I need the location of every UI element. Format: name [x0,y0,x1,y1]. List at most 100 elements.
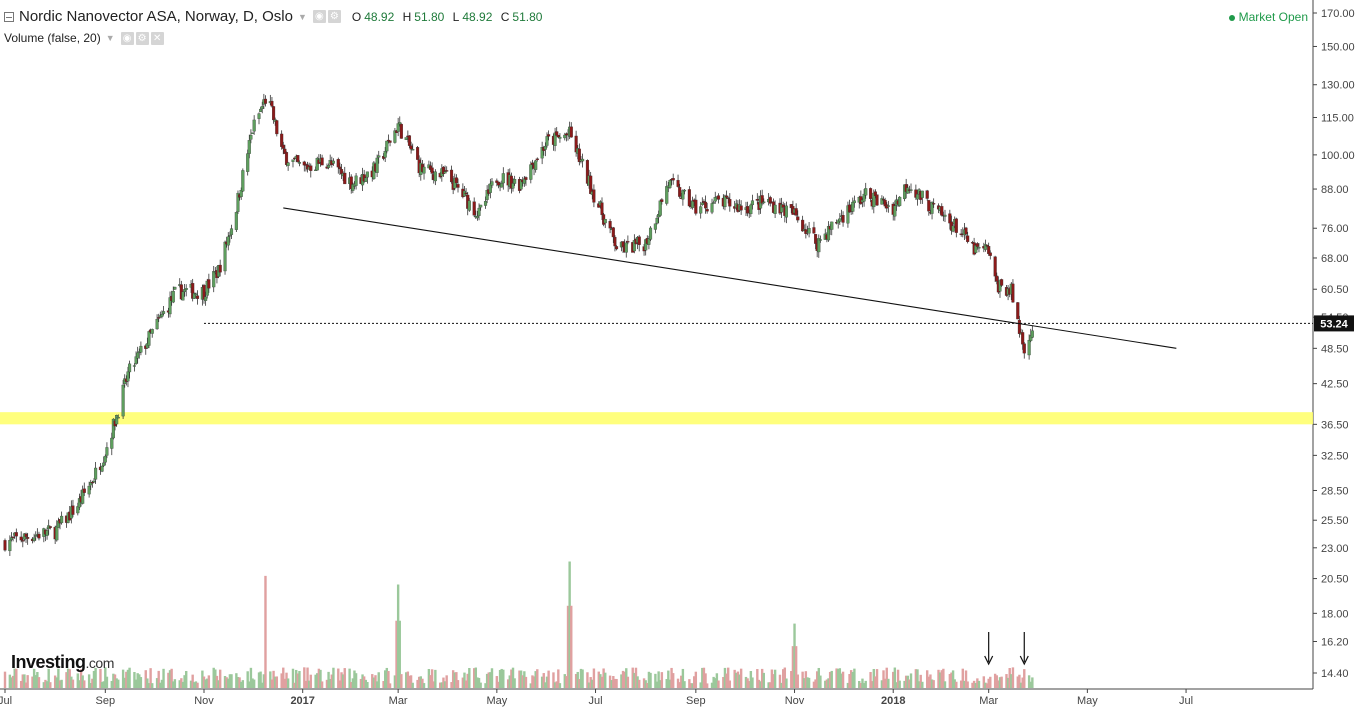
down-arrow-icon [1019,632,1029,666]
candle-body [422,166,426,174]
volume-bar [681,668,685,688]
volume-bar [506,679,510,688]
volume-bar [714,678,717,688]
volume-bar [959,680,963,688]
candle-body [454,177,458,184]
volume-bar [769,682,772,688]
volume-bar [1018,674,1021,688]
volume-bar [227,678,230,688]
volume-bar [489,672,492,688]
volume-bar [717,680,720,688]
volume-bar [121,669,125,688]
y-tick-label: 100.00 [1321,150,1355,162]
volume-dropdown-caret-icon[interactable]: ▼ [105,33,115,43]
volume-bar [613,678,617,688]
volume-bar [555,681,558,688]
candle-body [286,162,290,166]
candle-body [700,202,704,205]
volume-bar [272,670,275,688]
volume-bar [123,677,126,688]
volume-bar [565,676,568,688]
volume-bar [139,677,143,688]
candle-body [975,243,979,247]
volume-bar [511,667,515,688]
candle-body [755,199,759,201]
volume-bar [160,679,164,688]
volume-bar [1016,676,1019,688]
volume-bar [270,679,274,688]
candle-body [655,217,659,224]
volume-bar [99,668,102,688]
candle-body [995,275,999,282]
volume-bar [193,682,196,688]
volume-bar [319,669,322,688]
volume-bar [303,667,306,688]
volume-bar [1008,668,1011,688]
candle-body [45,530,49,536]
volume-bar [880,680,884,688]
volume-bar [951,670,955,688]
volume-bar [966,681,969,688]
volume-bar [181,681,185,688]
candle-body [173,286,177,290]
volume-bar [780,682,783,688]
volume-bar [490,668,494,688]
candle-body [194,293,198,295]
candle-body [252,119,256,132]
logo-name: Investing [11,652,86,672]
volume-bar [971,682,974,688]
volume-bar [348,668,351,688]
candle-body [812,227,816,234]
volume-bar [94,667,97,688]
volume-bar [261,682,264,688]
volume-bar [100,682,104,688]
volume-bar [13,668,16,688]
volume-settings-icon[interactable]: ⚙ [135,31,149,45]
candle-body [893,205,897,217]
volume-bar [693,676,696,688]
volume-bar [474,667,478,688]
volume-bar [534,671,537,688]
candle-body [592,189,596,203]
volume-eye-icon[interactable]: ◉ [120,31,134,45]
volume-bar [623,671,626,688]
settings-icon[interactable]: ⚙ [327,10,341,23]
volume-bar [136,673,139,688]
candle-body [660,199,664,202]
candle-body [375,157,379,173]
volume-bar [982,676,986,688]
volume-bar [215,675,219,688]
candle-body [796,216,800,221]
candle-body [247,140,251,154]
candle-body [555,131,559,136]
volume-close-icon[interactable]: ✕ [150,31,164,45]
candle-body [784,205,788,218]
candle-body [626,241,630,243]
volume-bar [495,676,499,688]
collapse-icon[interactable] [4,11,14,22]
candle-body [184,288,188,290]
volume-bar [252,679,256,688]
volume-bar [574,673,578,688]
volume-bar [298,671,301,688]
candle-body [204,296,208,301]
volume-bar [906,675,909,688]
candle-body [574,135,578,153]
x-tick-label: Mar [389,695,408,707]
volume-bar [1000,676,1003,688]
volume-bar [704,673,707,688]
volume-bar [170,668,173,688]
candle-body [750,200,755,206]
x-tick-label: Nov [194,695,214,707]
volume-bar [377,672,380,688]
ohlc-close-value: 51.80 [512,9,543,24]
volume-bar [519,670,523,688]
volume-bar [757,679,761,688]
eye-icon[interactable]: ◉ [312,10,326,23]
volume-bar [767,682,770,688]
volume-bar [183,675,186,688]
volume-bar [544,682,547,688]
dropdown-caret-icon[interactable]: ▼ [297,11,307,22]
volume-bar [680,675,683,688]
